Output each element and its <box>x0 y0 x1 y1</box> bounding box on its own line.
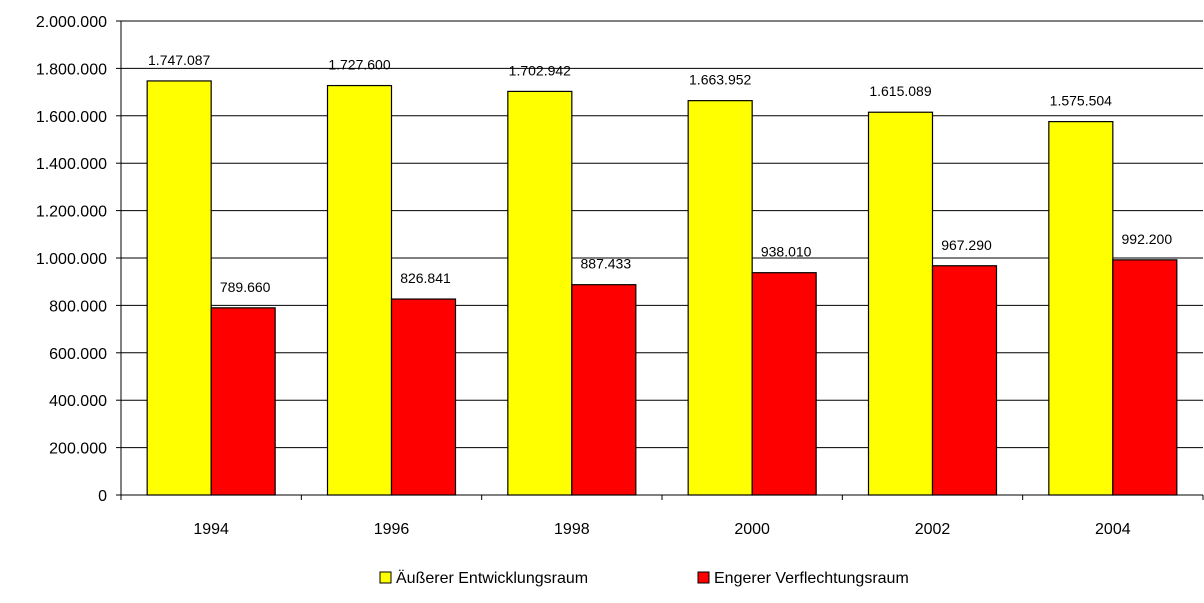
data-label: 1.702.942 <box>509 62 571 78</box>
data-labels: 1.747.087 1.727.600 1.702.942 1.663.952 1.61… <box>148 52 1172 295</box>
y-tick-label: 2.000.000 <box>36 14 107 31</box>
legend: Äußerer Entwicklungsraum Engerer Verflech… <box>379 569 909 587</box>
legend-label: Äußerer Entwicklungsraum <box>396 569 588 587</box>
bar-aeusserer-entwicklungsraum <box>146 80 212 496</box>
bar-aeusserer-entwicklungsraum <box>507 90 573 496</box>
axes: 0 200.000 400.000 600.000 800.000 1.000.000 1.… <box>36 14 1204 538</box>
data-label: 1.615.089 <box>869 83 931 99</box>
y-tick-label: 200.000 <box>49 441 107 458</box>
data-label: 1.727.600 <box>328 57 390 73</box>
bar-aeusserer-entwicklungsraum <box>326 84 393 496</box>
data-label: 826.841 <box>400 270 451 286</box>
bar-engerer-verflechtungsraum <box>390 298 457 496</box>
legend-label: Engerer Verflechtungsraum <box>714 570 909 587</box>
legend-swatch <box>379 571 392 584</box>
y-tick-label: 0 <box>98 488 107 505</box>
data-label: 1.663.952 <box>689 72 751 88</box>
bar-engerer-verflechtungsraum <box>1112 259 1178 496</box>
y-tick-label: 1.600.000 <box>36 109 107 126</box>
bar-aeusserer-entwicklungsraum <box>1048 121 1114 496</box>
x-tick-label: 2002 <box>915 521 951 538</box>
y-tick-label: 600.000 <box>49 346 107 363</box>
data-label: 1.747.087 <box>148 52 210 68</box>
x-tick-label: 1996 <box>374 521 410 538</box>
y-tick-label: 1.800.000 <box>36 61 107 78</box>
legend-swatch <box>697 571 710 584</box>
x-tick-label: 2000 <box>734 521 770 538</box>
grid <box>121 20 1203 449</box>
bar-aeusserer-entwicklungsraum <box>867 111 934 496</box>
y-tick-label: 1.400.000 <box>36 156 107 173</box>
data-label: 789.660 <box>220 279 271 295</box>
data-label: 938.010 <box>761 244 812 260</box>
data-label: 992.200 <box>1122 231 1173 247</box>
bar-engerer-verflechtungsraum <box>210 307 276 496</box>
x-tick-label: 1994 <box>193 521 229 538</box>
data-label: 1.575.504 <box>1050 93 1112 109</box>
x-tick-label: 1998 <box>554 521 590 538</box>
y-tick-label: 800.000 <box>49 298 107 315</box>
y-tick-label: 1.200.000 <box>36 204 107 221</box>
y-tick-label: 1.000.000 <box>36 251 107 268</box>
bar-engerer-verflechtungsraum <box>751 272 817 496</box>
x-tick-label: 2004 <box>1095 521 1131 538</box>
data-label: 887.433 <box>581 256 632 272</box>
bar-engerer-verflechtungsraum <box>931 265 998 496</box>
bar-engerer-verflechtungsraum <box>571 284 637 496</box>
y-tick-label: 400.000 <box>49 393 107 410</box>
bar-aeusserer-entwicklungsraum <box>687 100 753 496</box>
bars <box>146 80 1178 496</box>
data-label: 967.290 <box>941 237 992 253</box>
